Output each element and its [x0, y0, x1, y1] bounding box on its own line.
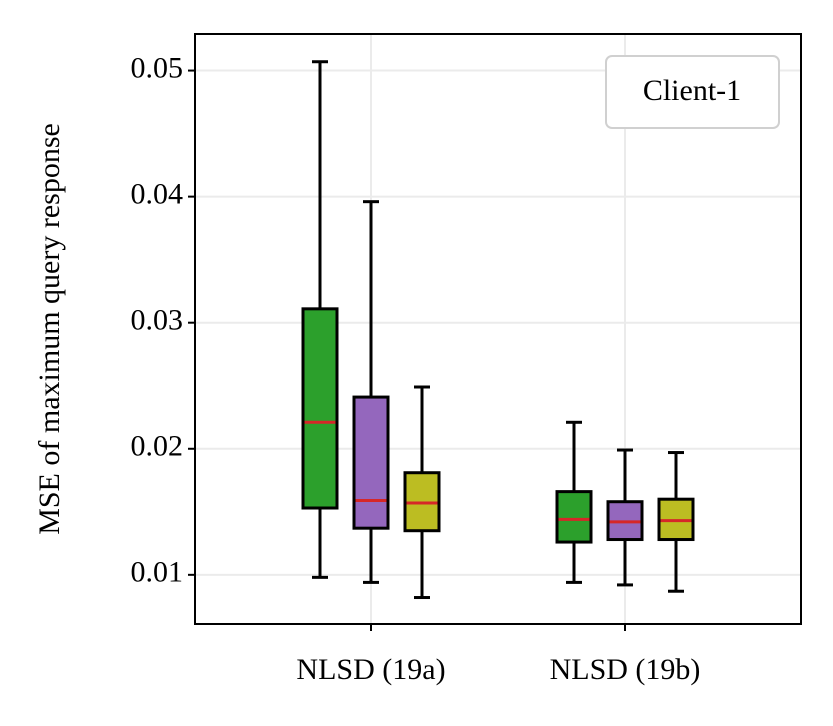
- annotation: Client-1: [643, 74, 741, 107]
- plot-frame: [194, 33, 802, 625]
- box: [352, 395, 390, 530]
- y-axis-label: MSE of maximum query response: [33, 123, 66, 535]
- y-tick-label: 0.05: [131, 51, 184, 84]
- x-tick-label: NLSD (19a): [296, 653, 445, 686]
- y-tick-label: 0.04: [131, 178, 184, 211]
- y-tick-label: 0.01: [131, 556, 184, 589]
- legend-box: [605, 55, 780, 129]
- y-tick-label: 0.03: [131, 304, 184, 337]
- box: [555, 490, 593, 544]
- box: [301, 307, 339, 510]
- y-tick-label: 0.02: [131, 430, 184, 463]
- x-tick-label: NLSD (19b): [550, 653, 701, 686]
